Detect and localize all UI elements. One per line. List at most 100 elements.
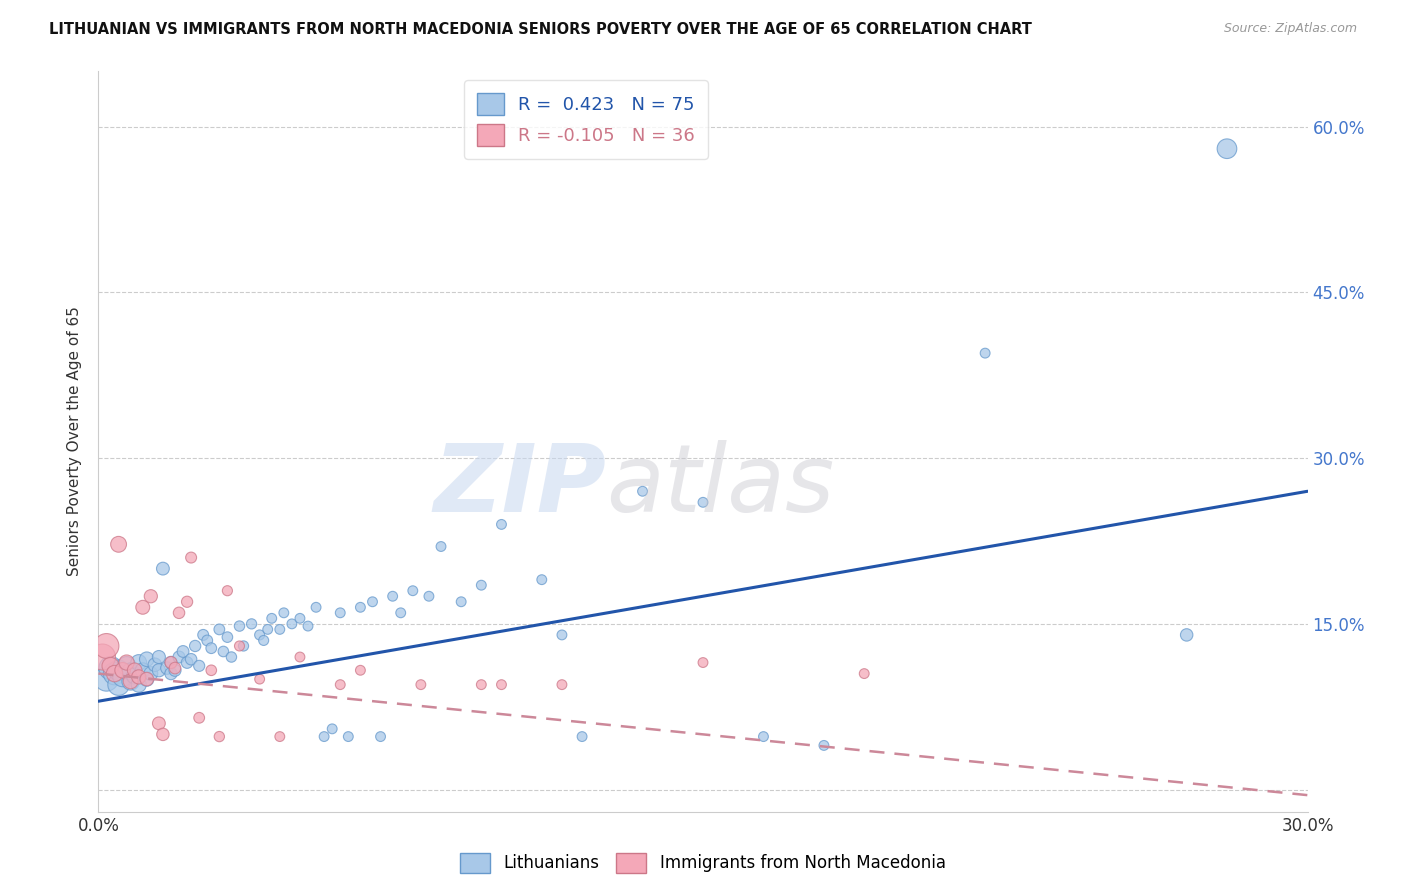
Point — [288, 611, 311, 625]
Point — [253, 633, 276, 648]
Point — [217, 630, 239, 644]
Point — [853, 666, 876, 681]
Point — [107, 678, 129, 692]
Point — [152, 561, 174, 575]
Point — [349, 663, 371, 677]
Point — [176, 595, 198, 609]
Point — [631, 484, 654, 499]
Point — [115, 656, 138, 670]
Y-axis label: Seniors Poverty Over the Age of 65: Seniors Poverty Over the Age of 65 — [67, 307, 83, 576]
Point — [692, 656, 714, 670]
Point — [132, 663, 155, 677]
Point — [103, 666, 125, 681]
Point — [139, 589, 162, 603]
Point — [249, 672, 271, 686]
Point — [1175, 628, 1198, 642]
Point — [100, 658, 122, 673]
Point — [381, 589, 404, 603]
Point — [120, 674, 142, 689]
Point — [160, 666, 183, 681]
Point — [329, 606, 352, 620]
Point — [124, 663, 146, 677]
Point — [249, 628, 271, 642]
Point — [160, 656, 183, 670]
Point — [184, 639, 207, 653]
Point — [200, 663, 222, 677]
Point — [139, 666, 162, 681]
Point — [163, 661, 186, 675]
Point — [228, 639, 250, 653]
Point — [120, 665, 142, 679]
Point — [96, 672, 118, 686]
Point — [176, 656, 198, 670]
Point — [288, 650, 311, 665]
Point — [120, 674, 142, 689]
Point — [470, 578, 492, 592]
Point — [692, 495, 714, 509]
Point — [163, 663, 186, 677]
Point — [208, 730, 231, 744]
Point — [195, 633, 218, 648]
Text: Source: ZipAtlas.com: Source: ZipAtlas.com — [1223, 22, 1357, 36]
Point — [107, 663, 129, 677]
Point — [167, 650, 190, 665]
Point — [370, 730, 392, 744]
Point — [143, 657, 166, 672]
Point — [551, 628, 574, 642]
Point — [470, 678, 492, 692]
Point — [135, 652, 157, 666]
Point — [188, 658, 211, 673]
Text: atlas: atlas — [606, 441, 835, 532]
Point — [228, 619, 250, 633]
Point — [135, 672, 157, 686]
Point — [297, 619, 319, 633]
Point — [269, 623, 291, 637]
Point — [349, 600, 371, 615]
Point — [305, 600, 328, 615]
Point — [180, 652, 202, 666]
Legend: Lithuanians, Immigrants from North Macedonia: Lithuanians, Immigrants from North Maced… — [454, 847, 952, 880]
Point — [148, 650, 170, 665]
Point — [321, 722, 343, 736]
Point — [111, 670, 134, 684]
Point — [96, 639, 118, 653]
Point — [208, 623, 231, 637]
Point — [752, 730, 775, 744]
Point — [450, 595, 472, 609]
Point — [193, 628, 215, 642]
Point — [530, 573, 553, 587]
Point — [103, 666, 125, 681]
Point — [91, 650, 114, 665]
Point — [240, 616, 263, 631]
Point — [418, 589, 440, 603]
Point — [135, 672, 157, 686]
Legend: R =  0.423   N = 75, R = -0.105   N = 36: R = 0.423 N = 75, R = -0.105 N = 36 — [464, 80, 707, 159]
Point — [124, 669, 146, 683]
Point — [551, 678, 574, 692]
Point — [430, 540, 453, 554]
Point — [813, 739, 835, 753]
Point — [1216, 142, 1239, 156]
Point — [115, 658, 138, 673]
Point — [337, 730, 360, 744]
Point — [571, 730, 593, 744]
Point — [974, 346, 997, 360]
Point — [128, 670, 150, 684]
Point — [281, 616, 304, 631]
Point — [148, 716, 170, 731]
Point — [107, 537, 129, 551]
Point — [269, 730, 291, 744]
Point — [172, 644, 194, 658]
Point — [167, 606, 190, 620]
Point — [100, 661, 122, 675]
Point — [188, 711, 211, 725]
Point — [148, 663, 170, 677]
Point — [156, 661, 179, 675]
Text: ZIP: ZIP — [433, 440, 606, 532]
Point — [180, 550, 202, 565]
Point — [200, 641, 222, 656]
Point — [152, 727, 174, 741]
Point — [491, 517, 513, 532]
Point — [132, 600, 155, 615]
Point — [160, 656, 183, 670]
